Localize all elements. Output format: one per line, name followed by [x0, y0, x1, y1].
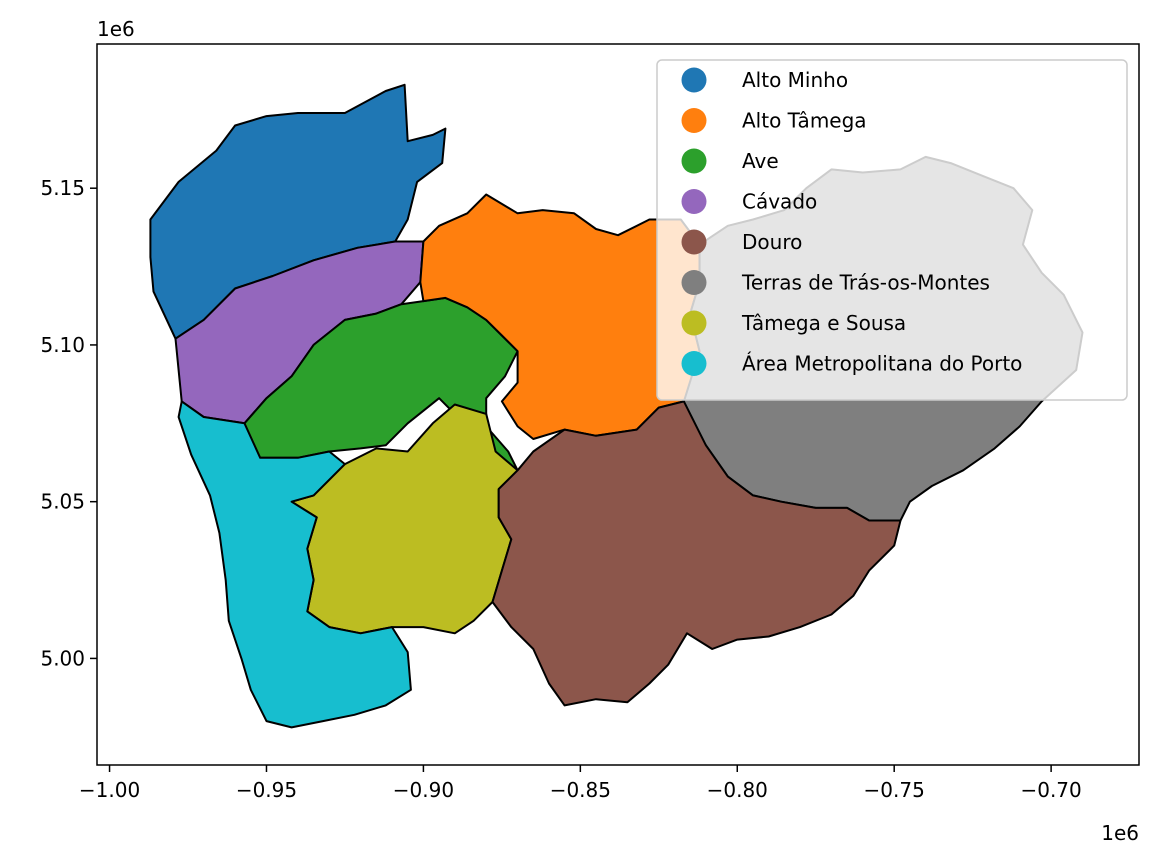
legend-label: Área Metropolitana do Porto	[742, 352, 1022, 376]
x-tick-label: −0.70	[1020, 778, 1081, 802]
x-tick-label: −1.00	[79, 778, 140, 802]
legend-box	[656, 59, 1128, 401]
legend-marker	[681, 189, 707, 214]
legend-label: Terras de Trás-os-Montes	[741, 271, 990, 295]
legend-label: Cávado	[742, 190, 817, 214]
x-axis: −1.00 −0.95 −0.90 −0.85 −0.80 −0.75 −0.70	[79, 765, 1082, 802]
legend: Alto Minho Alto Tâmega Ave Cávado Douro Terra…	[656, 59, 1128, 401]
legend-marker	[681, 351, 707, 376]
legend-marker	[681, 108, 707, 133]
legend-label: Tâmega e Sousa	[741, 311, 906, 335]
x-tick-label: −0.90	[393, 778, 454, 802]
region-rea-metropolitana-do-porto	[177, 400, 412, 729]
region-douro	[491, 400, 902, 707]
x-axis-multiplier: 1e6	[1101, 821, 1139, 845]
x-tick-label: −0.80	[707, 778, 768, 802]
x-tick-label: −0.75	[864, 778, 925, 802]
y-tick-label: 5.00	[40, 646, 85, 670]
legend-label: Alto Tâmega	[742, 109, 867, 133]
legend-marker	[681, 229, 707, 255]
y-tick-label: 5.05	[40, 490, 85, 514]
y-axis: 5.00 5.05 5.10 5.15	[40, 176, 97, 670]
y-axis-multiplier: 1e6	[97, 17, 135, 41]
legend-marker	[681, 310, 707, 336]
y-tick-label: 5.10	[40, 333, 85, 357]
legend-marker	[681, 270, 707, 295]
x-tick-label: −0.95	[236, 778, 297, 802]
legend-label: Alto Minho	[742, 68, 848, 92]
y-tick-label: 5.15	[40, 176, 85, 200]
x-tick-label: −0.85	[550, 778, 611, 802]
plot-frame	[96, 43, 1140, 766]
legend-label: Douro	[742, 230, 802, 254]
legend-label: Ave	[742, 149, 779, 173]
legend-marker	[681, 148, 707, 174]
legend-marker	[681, 67, 707, 93]
